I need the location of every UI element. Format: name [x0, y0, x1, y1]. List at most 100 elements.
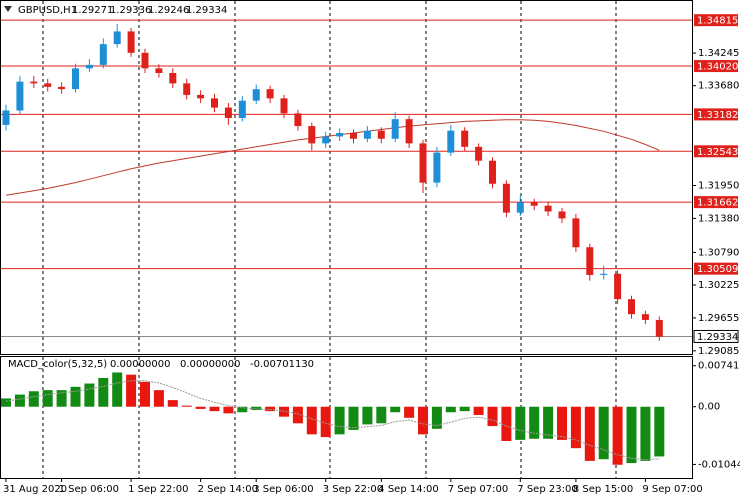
candle-body	[294, 113, 302, 127]
level-label-box	[694, 262, 738, 275]
level-label: 1.32543	[697, 147, 738, 158]
candle-body	[655, 319, 663, 337]
macd-pane-border	[0, 356, 693, 479]
x-tick-label: 2 Sep 14:00	[198, 484, 258, 495]
macd-bar	[181, 405, 192, 407]
x-tick-label: 9 Sep 07:00	[642, 484, 702, 495]
x-tick-label: 7 Sep 23:00	[517, 484, 577, 495]
macd-bar	[126, 374, 137, 407]
level-label-box	[694, 108, 738, 121]
macd-bar	[251, 406, 262, 411]
candle-body	[419, 143, 427, 183]
macd-y-tick-label: 0.00	[698, 402, 720, 413]
macd-header-value: 0.00000000	[180, 359, 240, 370]
candle-body	[530, 202, 538, 206]
candle-body	[489, 160, 496, 184]
macd-bar	[654, 406, 665, 457]
macd-bar	[598, 406, 609, 460]
candle-body	[44, 83, 52, 87]
macd-bar	[84, 383, 95, 407]
candle-body	[72, 68, 79, 90]
macd-bar	[265, 406, 276, 412]
macd-bar	[320, 406, 331, 438]
header-value: 1.29246	[148, 5, 189, 16]
candle-body	[614, 273, 622, 300]
header-value: 1.29336	[110, 5, 151, 16]
y-tick-label: 1.31380	[698, 213, 739, 224]
macd-bar	[626, 406, 637, 464]
level-label: 1.34815	[697, 16, 738, 27]
candle-body	[461, 130, 469, 147]
x-tick-label: 1 Sep 06:00	[59, 484, 119, 495]
macd-bar	[1, 398, 11, 407]
candle-body	[377, 130, 385, 139]
candle-body	[238, 100, 246, 118]
header-value: 1.29271	[72, 5, 113, 16]
macd-bar	[459, 406, 470, 412]
macd-bar	[56, 390, 67, 407]
macd-bar	[334, 406, 345, 435]
candle-body	[350, 132, 357, 139]
candle-body	[572, 218, 580, 248]
candle-body	[516, 202, 524, 213]
candle-body	[155, 68, 163, 73]
candle-body	[475, 146, 483, 161]
macd-bar	[362, 406, 373, 425]
candle-body	[336, 132, 344, 137]
macd-bar	[501, 406, 512, 441]
macd-y-tick-label: 0.0074182	[698, 361, 740, 372]
macd-bar	[292, 406, 303, 424]
candle-body	[85, 64, 93, 69]
candle-body	[183, 83, 191, 95]
menu-icon[interactable]	[4, 6, 12, 12]
current-price-label: 1.29334	[697, 332, 738, 343]
candle-body	[16, 81, 24, 111]
y-tick-label: 1.33680	[698, 81, 739, 92]
macd-bar	[612, 406, 623, 465]
macd-bar	[515, 406, 526, 440]
level-label: 1.31662	[697, 198, 738, 209]
macd-bar	[28, 391, 39, 407]
candle-body	[391, 119, 399, 139]
candle-body	[447, 130, 455, 153]
candle-body	[363, 130, 371, 139]
macd-bar	[70, 386, 81, 407]
x-tick-label: 31 Aug 2020	[3, 484, 67, 495]
macd-bar	[445, 406, 456, 413]
macd-header-value: -0.00701130	[250, 359, 314, 370]
candle-body	[197, 94, 205, 99]
macd-bar	[195, 406, 206, 409]
current-price-box	[693, 329, 739, 343]
level-label-box	[694, 14, 738, 27]
level-label-box	[694, 145, 738, 158]
y-tick-label: 1.34245	[698, 48, 739, 59]
candle-body	[58, 86, 66, 90]
candle-body	[99, 44, 107, 65]
x-tick-label: 3 Sep 06:00	[253, 484, 313, 495]
macd-title: MACD_color(5,32,5)	[8, 359, 107, 370]
plot-layer	[0, 19, 692, 465]
candle-body	[502, 183, 510, 213]
candle-body	[628, 299, 635, 315]
candle-body	[405, 119, 413, 144]
macd-y-tick-label: -0.010442	[698, 459, 740, 470]
macd-bar	[153, 390, 164, 407]
symbol-title: GBPUSD,H1	[18, 5, 77, 16]
macd-bar	[140, 381, 150, 407]
macd-bar	[112, 372, 123, 407]
candle-body	[641, 314, 649, 320]
y-tick-label: 1.30225	[698, 280, 739, 291]
x-tick-label: 4 Sep 14:00	[378, 484, 438, 495]
y-tick-label: 1.30790	[698, 247, 739, 258]
level-label-box	[694, 60, 738, 73]
candle-body	[141, 52, 149, 69]
level-label-box	[694, 196, 738, 209]
macd-bar	[348, 406, 359, 430]
candle-body	[252, 89, 260, 101]
candle-body	[266, 89, 274, 99]
macd-bar	[42, 390, 53, 407]
y-tick-label: 1.29085	[698, 346, 739, 357]
macd-bar	[390, 406, 401, 413]
candle-body	[169, 72, 177, 84]
